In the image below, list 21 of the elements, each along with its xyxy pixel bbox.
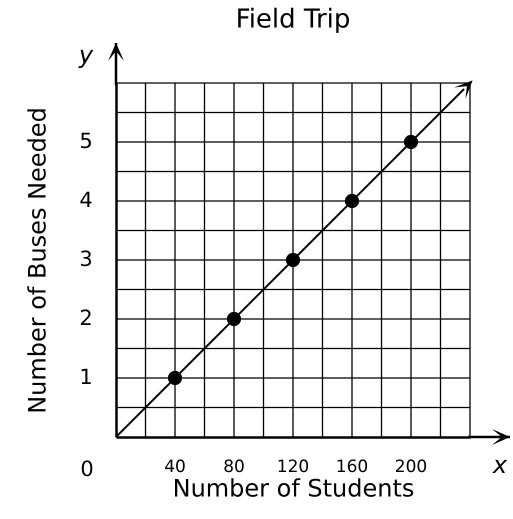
x-tick-label: 40 — [164, 457, 186, 477]
x-axis-title: Number of Students — [172, 474, 414, 502]
point — [226, 312, 242, 326]
point — [404, 134, 418, 150]
text: x — [492, 451, 508, 479]
point — [168, 370, 182, 386]
point — [344, 194, 360, 208]
y-axis-title: Number of Buses Needed — [24, 107, 52, 414]
y-tick-label: 5 — [79, 129, 93, 153]
x-tick-label: 200 — [394, 457, 428, 477]
text: y — [78, 41, 94, 69]
x-tick-label: 80 — [223, 457, 245, 477]
y-tick-label: 4 — [79, 188, 93, 212]
y-tick-label: 3 — [79, 247, 93, 271]
y-tick-label: 2 — [79, 306, 93, 330]
chart-title: Field Trip — [236, 4, 350, 34]
point — [286, 252, 300, 268]
x-tick-label: 120 — [276, 457, 310, 477]
x-tick-label: 160 — [336, 457, 368, 477]
y-tick-label: 1 — [79, 365, 93, 389]
annotation: 0 — [80, 457, 94, 481]
